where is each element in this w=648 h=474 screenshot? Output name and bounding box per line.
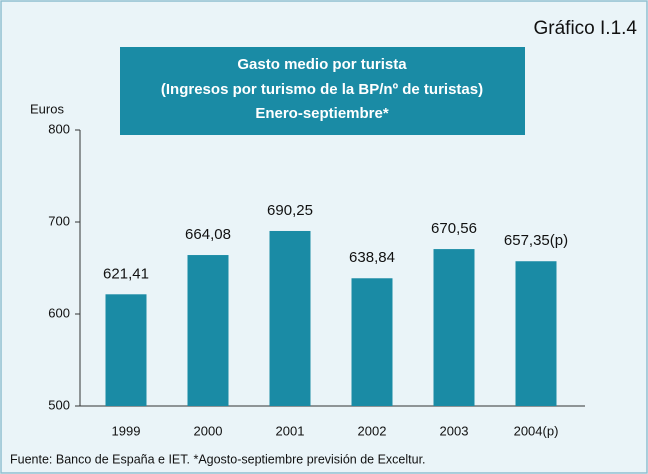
bar bbox=[187, 255, 229, 406]
x-tick-label: 2004(p) bbox=[514, 423, 559, 438]
data-label: 664,08 bbox=[185, 226, 231, 243]
bar bbox=[515, 261, 557, 406]
x-tick-label: 2003 bbox=[440, 423, 469, 438]
data-label: 670,56 bbox=[431, 220, 477, 237]
x-tick-label: 2002 bbox=[358, 423, 387, 438]
chart-title: Enero-septiembre* bbox=[255, 105, 389, 122]
title-box bbox=[120, 47, 525, 135]
bar bbox=[433, 249, 475, 406]
data-label: 690,25 bbox=[267, 202, 313, 219]
data-label: 638,84 bbox=[349, 249, 395, 266]
chart-title: Gasto medio por turista bbox=[237, 56, 407, 73]
y-tick-label: 700 bbox=[48, 213, 70, 228]
chart-title: (Ingresos por turismo de la BP/nº de tur… bbox=[161, 81, 483, 98]
x-tick-label: 2000 bbox=[194, 423, 223, 438]
bar bbox=[269, 230, 311, 406]
y-axis-label: Euros bbox=[30, 101, 64, 116]
y-tick-label: 800 bbox=[48, 121, 70, 136]
bar bbox=[105, 294, 147, 406]
y-tick-label: 600 bbox=[48, 305, 70, 320]
x-tick-label: 2001 bbox=[276, 423, 305, 438]
footnote: Fuente: Banco de España e IET. *Agosto-s… bbox=[10, 452, 426, 466]
heading: Gráfico I.1.4 bbox=[534, 18, 638, 39]
data-label: 621,41 bbox=[103, 265, 149, 282]
x-tick-label: 1999 bbox=[112, 423, 141, 438]
bar bbox=[351, 278, 393, 406]
y-tick-label: 500 bbox=[48, 397, 70, 412]
data-label: 657,35(p) bbox=[504, 232, 568, 249]
